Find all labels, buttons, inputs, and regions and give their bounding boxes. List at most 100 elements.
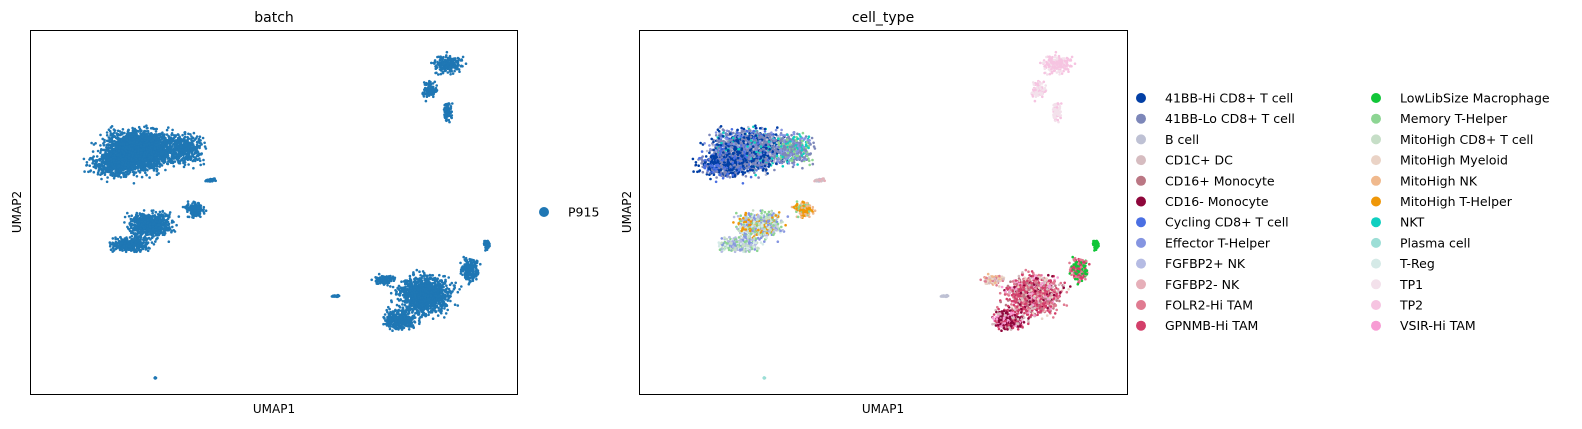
batch-point <box>83 170 86 173</box>
batch-point <box>116 237 120 241</box>
batch-point <box>143 220 147 223</box>
batch-point <box>165 133 169 136</box>
batch-point <box>113 131 116 134</box>
batch-point <box>99 158 103 161</box>
batch-point <box>156 146 159 150</box>
batch-point <box>130 165 134 169</box>
batch-point <box>105 149 109 152</box>
batch-point <box>128 135 131 139</box>
batch-point <box>114 144 117 148</box>
batch-point <box>191 215 194 219</box>
batch-point <box>169 151 172 154</box>
batch-point <box>202 162 206 166</box>
batch-point <box>423 83 427 86</box>
batch-point <box>150 153 154 156</box>
batch-point <box>460 58 463 61</box>
batch-point <box>186 150 190 153</box>
batch-point <box>155 157 158 161</box>
batch-point <box>131 229 134 233</box>
batch-point <box>148 247 151 250</box>
batch-point <box>115 147 119 150</box>
batch-point <box>139 144 143 148</box>
batch-point <box>146 222 149 225</box>
batch-point <box>145 134 149 137</box>
batch-point <box>430 61 433 65</box>
batch-point <box>195 143 199 146</box>
batch-point <box>202 212 206 215</box>
batch-point <box>167 222 171 226</box>
batch-point <box>155 143 159 147</box>
batch-point <box>115 159 118 162</box>
batch-point <box>131 137 135 141</box>
batch-point <box>436 55 439 59</box>
batch-point <box>162 218 166 221</box>
batch-point <box>140 220 144 223</box>
batch-point <box>446 71 450 74</box>
batch-point <box>124 149 128 152</box>
batch-point <box>197 204 200 208</box>
batch-point <box>183 132 187 136</box>
batch-point <box>113 151 116 154</box>
batch-point <box>439 57 442 61</box>
batch-point <box>148 228 151 232</box>
batch-point <box>117 172 120 176</box>
batch-point <box>127 245 131 248</box>
batch-point <box>156 233 160 237</box>
batch-point <box>451 72 455 75</box>
batch-point <box>105 161 108 164</box>
batch-point <box>173 144 177 148</box>
batch-point <box>183 142 186 145</box>
batch-point <box>105 134 109 137</box>
batch-point <box>123 215 127 219</box>
batch-point <box>168 137 171 140</box>
batch-point <box>447 113 450 116</box>
batch-point <box>425 88 428 92</box>
batch-point <box>109 152 113 156</box>
batch-point <box>92 170 96 174</box>
batch-point <box>88 164 91 167</box>
batch-point <box>175 153 178 156</box>
batch-point <box>149 127 153 130</box>
batch-point <box>108 140 112 144</box>
batch-point <box>134 240 138 244</box>
batch-point <box>142 227 146 230</box>
batch-point <box>443 60 447 64</box>
batch-point <box>135 141 139 144</box>
batch-point <box>133 243 137 247</box>
batch-point <box>144 171 147 175</box>
batch-point <box>158 210 162 214</box>
batch-point <box>137 169 140 173</box>
batch-point <box>105 152 109 156</box>
batch-point <box>122 168 125 172</box>
batch-point <box>154 232 157 235</box>
batch-point <box>165 138 169 142</box>
batch-point <box>138 235 142 238</box>
batch-point <box>143 125 146 129</box>
batch-point <box>129 217 133 221</box>
batch-point <box>121 142 124 146</box>
batch-point <box>103 154 106 158</box>
batch-point <box>163 226 167 230</box>
batch-point <box>140 135 144 139</box>
batch-point <box>105 131 109 134</box>
batch-point <box>451 58 454 62</box>
batch-point <box>136 163 140 166</box>
batch-point <box>148 233 152 236</box>
batch-point <box>112 159 116 162</box>
batch-point <box>201 136 205 140</box>
batch-point <box>145 160 149 163</box>
batch-point <box>143 245 147 249</box>
batch-point <box>132 164 136 168</box>
batch-point <box>125 248 128 252</box>
batch-point <box>178 135 181 138</box>
batch-point <box>202 158 205 162</box>
batch-point <box>115 132 119 136</box>
batch-point <box>172 229 176 232</box>
batch-point <box>203 141 206 145</box>
batch-point <box>206 179 210 182</box>
batch-point <box>117 153 120 157</box>
batch-point <box>140 139 144 142</box>
batch-point <box>101 137 104 141</box>
batch-point <box>109 248 113 251</box>
